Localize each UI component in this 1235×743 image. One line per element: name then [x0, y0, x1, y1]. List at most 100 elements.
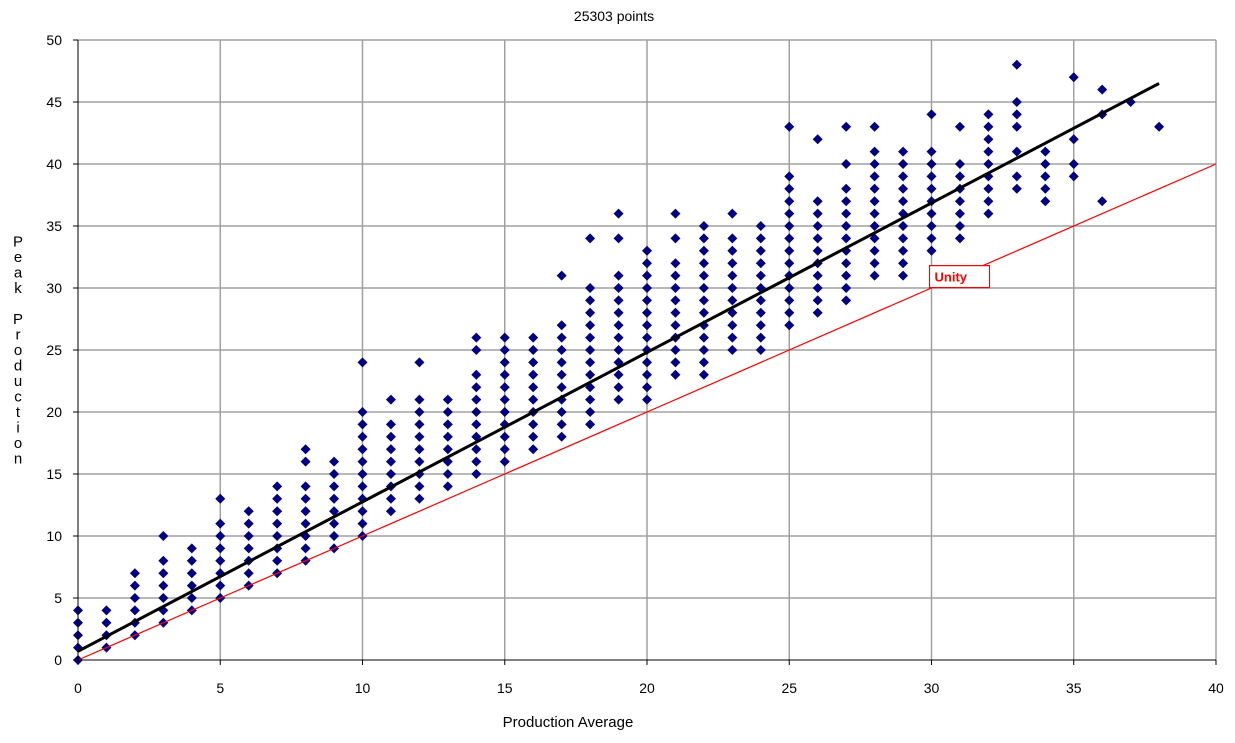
data-point	[528, 444, 539, 455]
data-point	[329, 506, 340, 517]
data-point	[841, 258, 852, 269]
data-point	[357, 431, 368, 442]
data-point	[1068, 134, 1079, 145]
y-tick-label: 30	[46, 280, 62, 296]
data-point	[642, 382, 652, 393]
data-point	[556, 431, 567, 442]
data-point	[670, 369, 681, 380]
data-point	[186, 555, 197, 566]
data-point	[784, 258, 795, 269]
data-point	[698, 357, 709, 368]
data-point	[784, 196, 795, 207]
data-point	[784, 295, 795, 306]
data-point	[585, 233, 596, 244]
data-point	[983, 183, 994, 194]
x-axis-ticks: 0 5 10 15 20 25 30 35 40	[74, 660, 1224, 696]
data-point	[215, 531, 226, 541]
x-tick-label: 15	[497, 680, 513, 696]
data-point	[642, 283, 652, 293]
data-point	[926, 159, 937, 169]
data-point	[869, 183, 880, 194]
data-point	[613, 233, 624, 244]
data-point	[528, 382, 539, 393]
x-tick-label: 30	[924, 680, 940, 696]
data-point	[215, 543, 226, 554]
data-point	[357, 456, 368, 467]
data-point	[1011, 109, 1022, 120]
data-point	[784, 171, 795, 182]
data-point	[898, 270, 909, 281]
data-point	[414, 431, 425, 442]
data-point	[499, 345, 510, 355]
data-point	[528, 369, 539, 380]
data-point	[357, 518, 368, 529]
data-point	[841, 159, 852, 169]
data-point	[812, 233, 823, 244]
data-point	[442, 407, 453, 417]
data-point	[926, 183, 937, 194]
data-point	[1040, 171, 1051, 182]
data-point	[983, 134, 994, 145]
data-point	[101, 617, 112, 628]
data-point	[385, 444, 396, 455]
data-point	[1011, 183, 1022, 194]
data-point	[499, 444, 510, 455]
x-tick-label: 5	[216, 680, 224, 696]
data-point	[784, 233, 795, 244]
data-point	[841, 270, 852, 281]
data-point	[727, 258, 738, 269]
data-point	[812, 307, 823, 318]
data-point	[642, 394, 652, 405]
data-point	[812, 134, 823, 145]
data-point	[101, 605, 112, 616]
data-point	[755, 295, 766, 306]
data-point	[727, 283, 738, 293]
data-point	[528, 357, 539, 368]
data-point	[755, 258, 766, 269]
data-point	[698, 283, 709, 293]
y-tick-label: 20	[46, 404, 62, 420]
data-point	[926, 221, 937, 231]
data-point	[727, 320, 738, 331]
data-point	[442, 431, 453, 442]
data-point	[243, 506, 254, 517]
data-point	[1154, 121, 1165, 132]
data-point	[869, 233, 880, 244]
data-point	[784, 121, 795, 132]
data-point	[983, 196, 994, 207]
data-point	[954, 159, 965, 169]
data-point	[670, 307, 681, 318]
data-point	[670, 295, 681, 306]
data-point	[755, 307, 766, 318]
data-point	[329, 469, 340, 479]
data-point	[1068, 159, 1079, 169]
data-point	[471, 407, 482, 417]
chart-title: 25303 points	[574, 8, 654, 24]
data-point	[1011, 121, 1022, 132]
data-point	[869, 245, 880, 256]
data-point	[898, 171, 909, 182]
data-point	[1040, 183, 1051, 194]
data-point	[585, 345, 596, 355]
data-point	[869, 258, 880, 269]
data-point	[300, 444, 311, 455]
data-point	[414, 456, 425, 467]
data-point	[585, 295, 596, 306]
data-point	[954, 208, 965, 219]
data-point	[727, 208, 738, 219]
data-point	[1011, 146, 1022, 157]
data-point	[385, 419, 396, 430]
y-tick-label: 25	[46, 342, 62, 358]
data-point	[613, 332, 624, 343]
data-point	[528, 332, 539, 343]
data-point	[1011, 59, 1022, 70]
data-point	[158, 531, 169, 541]
data-point	[556, 419, 567, 430]
data-point	[357, 469, 368, 479]
data-point	[812, 295, 823, 306]
y-tick-label: 45	[46, 94, 62, 110]
data-point	[186, 543, 197, 554]
data-point	[983, 121, 994, 132]
data-point	[300, 518, 311, 529]
data-point	[471, 444, 482, 455]
